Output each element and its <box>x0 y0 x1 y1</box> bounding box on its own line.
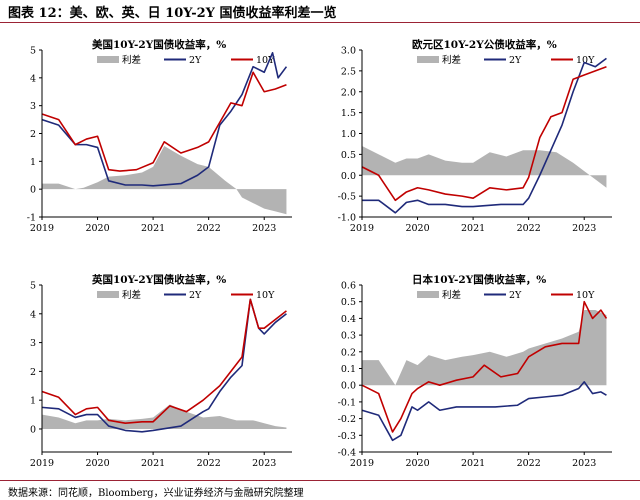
x-tick-label: 2019 <box>350 458 374 469</box>
x-tick-label: 2020 <box>405 223 429 234</box>
y-tick-label: -0.2 <box>338 414 356 425</box>
x-tick-label: 2022 <box>517 458 541 469</box>
x-tick-label: 2020 <box>85 458 109 469</box>
y-tick-label: 4 <box>30 309 36 320</box>
y-tick-label: 0.1 <box>341 364 356 375</box>
y-tick-label: -1 <box>27 213 36 224</box>
y-tick-label: 1.5 <box>341 108 356 119</box>
chart-title: 美国10Y-2Y国债收益率，% <box>92 38 226 51</box>
y-tick-label: 0.2 <box>341 347 356 358</box>
legend-label: 利差 <box>442 54 461 66</box>
y-tick-label: -0.5 <box>338 192 356 203</box>
legend-label: 10Y <box>256 290 275 301</box>
title-rule <box>0 22 640 23</box>
series-area-spread <box>42 404 287 429</box>
y-tick-label: 3 <box>30 338 36 349</box>
series-line-10y <box>361 300 608 433</box>
x-tick-label: 2019 <box>350 223 374 234</box>
series-line-2y <box>362 57 607 214</box>
y-tick-label: 1 <box>30 157 36 168</box>
chart-title: 日本10Y-2Y国债收益率，% <box>412 273 546 286</box>
legend-swatch <box>417 56 439 63</box>
chart-panel-2: 欧元区10Y-2Y公债收益率，% 利差 2Y 10Y -1.0 -0.5 0.0 0.5 1.0… <box>338 38 612 234</box>
series-area-spread <box>362 310 607 386</box>
y-tick-label: 0.5 <box>341 150 356 161</box>
x-tick-label: 2023 <box>252 223 276 234</box>
y-tick-label: 0.6 <box>341 281 356 292</box>
series-line-10y <box>41 71 287 172</box>
chart-panel-1: 美国10Y-2Y国债收益率，% 利差 2Y 10Y -1 0 1 2 3 4 5 2019 2020 20… <box>27 38 292 234</box>
series-line-10y <box>361 65 607 202</box>
chart-panel-4: 日本10Y-2Y国债收益率，% 利差 2Y 10Y -0.4 -0.3 -0.2 -0.1 0.… <box>338 273 612 469</box>
chart-panel-3: 英国10Y-2Y国债收益率，% 利差 2Y 10Y 0 1 2 3 4 5 2019 2020 2021… <box>30 273 292 469</box>
x-tick-label: 2022 <box>197 223 221 234</box>
y-tick-label: 0.5 <box>341 297 356 308</box>
x-tick-label: 2021 <box>141 223 165 234</box>
y-tick-label: -0.3 <box>338 431 356 442</box>
y-tick-label: 2 <box>30 129 36 140</box>
x-tick-label: 2021 <box>461 458 485 469</box>
y-tick-label: 3.0 <box>341 46 356 57</box>
footer-rule <box>0 480 640 481</box>
y-tick-label: 0 <box>30 424 36 435</box>
y-tick-label: 0.0 <box>341 381 356 392</box>
series-area-spread <box>42 146 287 215</box>
y-tick-label: 0 <box>30 185 36 196</box>
y-tick-label: 1 <box>30 396 36 407</box>
y-tick-label: 2 <box>30 367 36 378</box>
x-tick-label: 2023 <box>252 458 276 469</box>
legend-label: 10Y <box>576 55 595 66</box>
y-tick-label: -0.4 <box>338 448 356 459</box>
y-tick-label: 5 <box>30 281 36 292</box>
y-tick-label: -1.0 <box>338 213 356 224</box>
x-tick-label: 2022 <box>197 458 221 469</box>
legend-swatch <box>97 56 119 63</box>
y-tick-label: 2.0 <box>341 87 356 98</box>
figure-title: 图表 12：美、欧、英、日 10Y-2Y 国债收益率利差一览 <box>8 6 337 21</box>
legend-swatch <box>97 291 119 298</box>
legend-label: 2Y <box>189 55 202 66</box>
x-tick-label: 2021 <box>141 458 165 469</box>
chart-title: 欧元区10Y-2Y公债收益率，% <box>412 38 557 51</box>
series-line-2y <box>41 51 288 187</box>
x-tick-label: 2023 <box>572 223 596 234</box>
x-tick-label: 2020 <box>405 458 429 469</box>
series-line-10y <box>41 298 287 425</box>
source-note: 数据来源：同花顺，Bloomberg，兴业证券经济与金融研究院整理 <box>8 488 304 499</box>
y-tick-label: 0.4 <box>341 314 356 325</box>
y-tick-label: 0.3 <box>341 331 356 342</box>
legend-label: 2Y <box>189 290 202 301</box>
x-tick-label: 2019 <box>30 223 54 234</box>
y-tick-label: 3 <box>30 101 36 112</box>
legend-label: 2Y <box>509 290 522 301</box>
x-tick-label: 2021 <box>461 223 485 234</box>
legend-label: 10Y <box>256 55 275 66</box>
x-tick-label: 2019 <box>30 458 54 469</box>
y-tick-label: -0.1 <box>338 397 356 408</box>
legend-label: 2Y <box>509 55 522 66</box>
legend-swatch <box>417 291 439 298</box>
legend-label: 利差 <box>122 54 141 66</box>
y-tick-label: 4 <box>30 73 36 84</box>
x-tick-label: 2022 <box>517 223 541 234</box>
y-tick-label: 1.0 <box>341 129 356 140</box>
y-tick-label: 0.0 <box>341 171 356 182</box>
legend-label: 10Y <box>576 290 595 301</box>
legend-label: 利差 <box>122 289 141 301</box>
series-area-spread <box>362 146 607 188</box>
x-tick-label: 2020 <box>85 223 109 234</box>
x-tick-label: 2023 <box>572 458 596 469</box>
legend-label: 利差 <box>442 289 461 301</box>
y-tick-label: 2.5 <box>341 66 356 77</box>
y-tick-label: 5 <box>30 46 36 57</box>
chart-title: 英国10Y-2Y国债收益率，% <box>91 273 226 286</box>
series-line-2y <box>361 381 607 442</box>
